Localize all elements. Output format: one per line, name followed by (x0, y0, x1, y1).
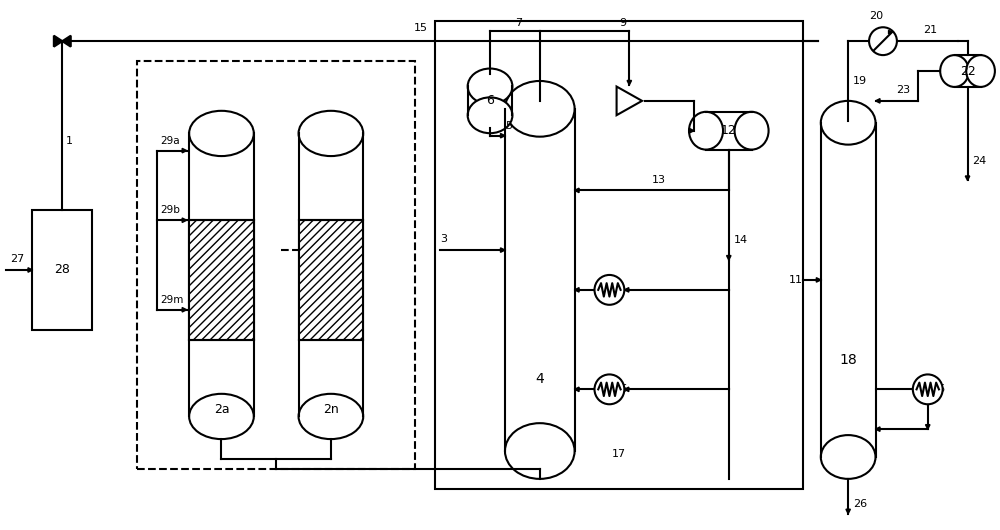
Ellipse shape (966, 55, 995, 87)
Circle shape (595, 275, 624, 305)
Ellipse shape (505, 423, 575, 479)
Text: 5: 5 (505, 121, 512, 131)
Text: 18: 18 (839, 352, 857, 367)
Polygon shape (690, 128, 694, 133)
Polygon shape (627, 81, 632, 85)
Polygon shape (182, 218, 187, 223)
Circle shape (913, 374, 943, 404)
Bar (955, 55, 981, 87)
Polygon shape (876, 427, 880, 431)
Text: 28: 28 (54, 263, 70, 277)
Text: 17: 17 (612, 449, 626, 459)
Bar (189, 220, 254, 340)
Ellipse shape (468, 98, 512, 133)
Polygon shape (54, 36, 62, 47)
Text: 6: 6 (486, 94, 494, 108)
Polygon shape (965, 176, 970, 180)
Polygon shape (926, 425, 930, 429)
Polygon shape (816, 278, 821, 282)
Text: 23: 23 (896, 85, 910, 95)
Polygon shape (575, 288, 579, 292)
Text: 22: 22 (960, 65, 975, 77)
Text: 15: 15 (413, 23, 427, 33)
Text: 16: 16 (614, 384, 628, 394)
Bar (435, 21, 803, 489)
Polygon shape (28, 268, 32, 272)
Bar (137, 61, 415, 469)
Ellipse shape (689, 112, 723, 149)
Polygon shape (500, 248, 505, 252)
Polygon shape (182, 307, 187, 312)
Text: 21: 21 (923, 25, 937, 35)
Ellipse shape (299, 111, 363, 156)
Text: 25: 25 (933, 384, 946, 394)
Ellipse shape (189, 394, 254, 439)
Bar (32, 210, 92, 330)
Text: 24: 24 (973, 155, 987, 165)
Polygon shape (889, 30, 892, 34)
Text: 2n: 2n (323, 403, 339, 416)
Circle shape (595, 374, 624, 404)
Bar (821, 123, 876, 457)
Polygon shape (876, 99, 880, 103)
Ellipse shape (505, 81, 575, 137)
Polygon shape (575, 387, 579, 392)
Text: 3: 3 (440, 234, 447, 244)
Polygon shape (575, 188, 579, 192)
Text: 19: 19 (853, 76, 867, 86)
Ellipse shape (940, 55, 969, 87)
Text: 9: 9 (619, 18, 626, 28)
Text: 2a: 2a (214, 403, 229, 416)
Text: 14: 14 (734, 235, 748, 245)
Polygon shape (62, 36, 71, 47)
Polygon shape (617, 86, 642, 115)
Polygon shape (624, 288, 629, 292)
Ellipse shape (299, 394, 363, 439)
Text: 12: 12 (721, 124, 737, 137)
Text: 1: 1 (66, 136, 73, 146)
Text: 27: 27 (11, 254, 25, 264)
Bar (299, 220, 363, 340)
Text: 29b: 29b (160, 205, 180, 215)
Text: 20: 20 (869, 11, 883, 21)
Text: 26: 26 (853, 499, 867, 509)
Ellipse shape (821, 101, 876, 145)
Polygon shape (500, 134, 505, 138)
Ellipse shape (468, 68, 512, 104)
Text: 7: 7 (515, 18, 522, 28)
Ellipse shape (189, 111, 254, 156)
Polygon shape (182, 148, 187, 153)
Bar (299, 134, 363, 417)
Bar (706, 112, 752, 149)
Text: 10: 10 (601, 285, 614, 295)
Circle shape (869, 27, 897, 55)
Polygon shape (727, 255, 731, 260)
Ellipse shape (735, 112, 769, 149)
Text: 11: 11 (788, 275, 802, 285)
Polygon shape (624, 387, 629, 392)
Bar (468, 86, 512, 116)
Text: 13: 13 (652, 175, 666, 186)
Text: 29a: 29a (160, 136, 179, 146)
Text: 2a~2n: 2a~2n (309, 247, 347, 257)
Text: 4: 4 (535, 373, 544, 386)
Ellipse shape (821, 435, 876, 479)
Text: 29m: 29m (160, 295, 183, 305)
Bar (505, 109, 575, 451)
Text: 8: 8 (623, 96, 630, 106)
Bar (189, 134, 254, 417)
Polygon shape (846, 509, 850, 514)
